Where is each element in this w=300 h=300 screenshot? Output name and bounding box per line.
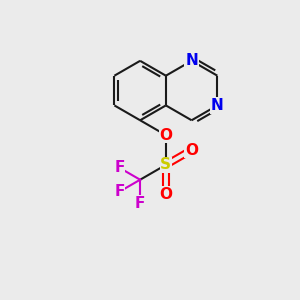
Text: F: F bbox=[135, 196, 145, 211]
Text: O: O bbox=[159, 187, 172, 202]
Text: F: F bbox=[114, 184, 125, 199]
Text: O: O bbox=[185, 142, 198, 158]
Text: F: F bbox=[114, 160, 125, 175]
Text: N: N bbox=[185, 53, 198, 68]
Text: O: O bbox=[159, 128, 172, 142]
Text: S: S bbox=[160, 158, 171, 172]
Text: N: N bbox=[211, 98, 224, 113]
